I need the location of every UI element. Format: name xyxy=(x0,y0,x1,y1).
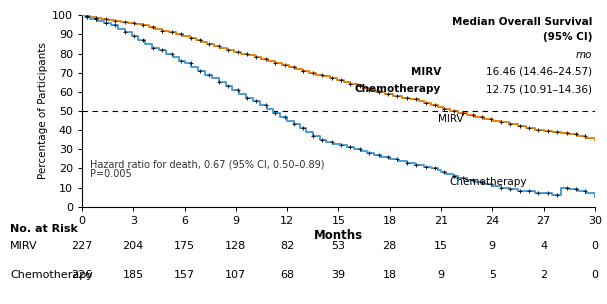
Text: 9: 9 xyxy=(438,270,444,280)
Text: Chemotherapy: Chemotherapy xyxy=(354,84,441,94)
Text: 82: 82 xyxy=(280,241,294,250)
Text: 39: 39 xyxy=(331,270,345,280)
Text: 0: 0 xyxy=(591,241,599,250)
Text: Chemotherapy: Chemotherapy xyxy=(10,270,93,280)
Text: 227: 227 xyxy=(71,241,93,250)
Text: 16.46 (14.46–24.57): 16.46 (14.46–24.57) xyxy=(486,67,592,77)
Text: 9: 9 xyxy=(489,241,496,250)
Text: 185: 185 xyxy=(123,270,144,280)
Text: 128: 128 xyxy=(225,241,246,250)
Text: 2: 2 xyxy=(540,270,547,280)
Text: 157: 157 xyxy=(174,270,195,280)
Text: Median Overall Survival: Median Overall Survival xyxy=(452,17,592,27)
Text: 68: 68 xyxy=(280,270,294,280)
Y-axis label: Percentage of Participants: Percentage of Participants xyxy=(38,43,48,179)
Text: MIRV: MIRV xyxy=(10,241,38,250)
Text: MIRV: MIRV xyxy=(438,114,463,124)
Text: 4: 4 xyxy=(540,241,547,250)
Text: Hazard ratio for death, 0.67 (95% CI, 0.50–0.89): Hazard ratio for death, 0.67 (95% CI, 0.… xyxy=(90,160,325,170)
Text: 107: 107 xyxy=(225,270,246,280)
Text: No. at Risk: No. at Risk xyxy=(10,224,78,234)
Text: 0: 0 xyxy=(591,270,599,280)
Text: 5: 5 xyxy=(489,270,496,280)
Text: 12.75 (10.91–14.36): 12.75 (10.91–14.36) xyxy=(486,84,592,94)
X-axis label: Months: Months xyxy=(314,229,363,241)
Text: Chemotherapy: Chemotherapy xyxy=(450,177,527,187)
Text: P=0.005: P=0.005 xyxy=(90,169,132,179)
Text: MIRV: MIRV xyxy=(411,67,441,77)
Text: 204: 204 xyxy=(123,241,144,250)
Text: 53: 53 xyxy=(331,241,345,250)
Text: 175: 175 xyxy=(174,241,195,250)
Text: 226: 226 xyxy=(71,270,93,280)
Text: 18: 18 xyxy=(382,270,397,280)
Text: (95% CI): (95% CI) xyxy=(543,33,592,43)
Text: 15: 15 xyxy=(434,241,448,250)
Text: mo: mo xyxy=(576,50,592,60)
Text: 28: 28 xyxy=(382,241,397,250)
